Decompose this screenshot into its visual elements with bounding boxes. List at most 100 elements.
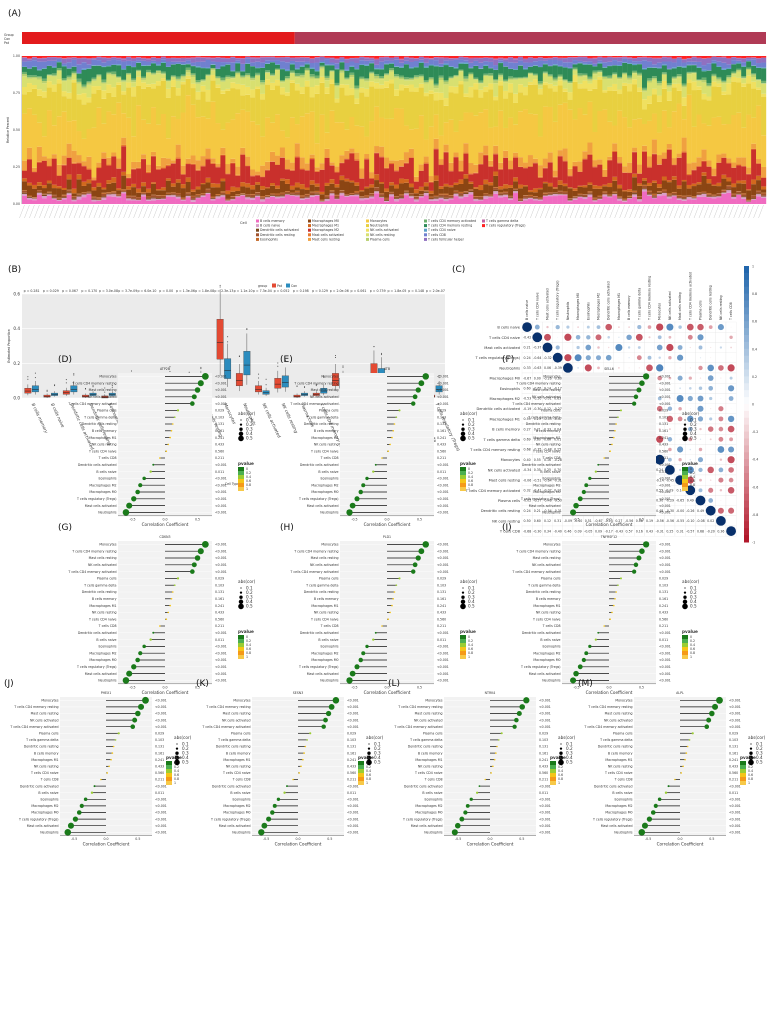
a-bar-segment xyxy=(220,155,226,179)
c-dot xyxy=(727,487,735,494)
a-bar-segment xyxy=(522,77,529,79)
a-bar-segment xyxy=(716,80,722,84)
a-bar-segment xyxy=(240,56,246,59)
a-bar-segment xyxy=(141,57,147,59)
a-bar-segment xyxy=(26,159,33,183)
a-xtick xyxy=(148,204,154,219)
a-bar-segment xyxy=(562,91,568,103)
c-coef: -0.26 xyxy=(686,509,694,513)
a-bar-segment xyxy=(661,61,667,65)
a-bar-segment xyxy=(711,196,717,197)
a-bar-segment xyxy=(552,170,558,177)
a-bar-segment xyxy=(66,179,72,190)
a-bar-segment xyxy=(478,97,484,113)
a-bar-segment xyxy=(696,196,702,204)
a-bar-segment xyxy=(468,190,474,191)
a-bar-segment xyxy=(51,75,57,77)
a-bar-segment xyxy=(136,62,142,63)
a-bar-segment xyxy=(225,88,231,91)
a-bar-segment xyxy=(567,199,573,201)
a-bar-segment xyxy=(106,180,112,184)
c-scale-band xyxy=(744,479,749,488)
a-bar-segment xyxy=(210,57,216,59)
a-bar-segment xyxy=(180,200,186,204)
c-col-label: Neutrophils xyxy=(566,301,570,320)
a-bar-segment xyxy=(111,96,117,115)
a-bar-segment xyxy=(627,195,633,197)
a-bar-segment xyxy=(389,63,395,69)
a-bar-segment xyxy=(76,195,82,197)
c-dot xyxy=(636,355,642,361)
a-bar-segment xyxy=(498,110,504,163)
a-bar-segment xyxy=(403,193,410,196)
a-xtick xyxy=(624,204,630,219)
a-bar-segment xyxy=(413,66,419,68)
a-bar-segment xyxy=(36,76,43,78)
a-bar-segment xyxy=(146,198,152,200)
a-xtick xyxy=(555,204,561,219)
a-bar-segment xyxy=(711,81,717,87)
a-bar-segment xyxy=(398,84,405,91)
c-dot xyxy=(729,376,733,380)
a-bar-segment xyxy=(389,118,395,161)
a-bar-segment xyxy=(51,154,57,158)
c-dot xyxy=(668,356,672,360)
c-coef: -0.57 xyxy=(533,499,541,503)
a-bar-segment xyxy=(602,109,608,170)
a-bar-segment xyxy=(41,68,47,69)
a-bar-segment xyxy=(587,80,593,84)
a-bar-segment xyxy=(433,138,439,149)
a-bar-segment xyxy=(22,66,28,72)
a-bar-segment xyxy=(284,191,291,194)
a-bar-segment xyxy=(344,196,350,204)
a-bar-segment xyxy=(642,109,648,124)
a-bar-segment xyxy=(170,56,176,58)
a-bar-segment xyxy=(185,163,191,165)
b-legend-swatch xyxy=(286,283,290,288)
a-bar-segment xyxy=(195,189,201,195)
a-bar-segment xyxy=(721,157,727,175)
a-bar-segment xyxy=(106,60,112,66)
a-bar-segment xyxy=(101,66,107,68)
a-xtick xyxy=(703,204,710,219)
a-bar-segment xyxy=(676,56,682,58)
a-bar-segment xyxy=(726,192,732,204)
a-bar-segment xyxy=(597,71,603,73)
c-coef: 0.55 xyxy=(656,489,663,493)
a-bar-segment xyxy=(532,198,539,199)
a-bar-segment xyxy=(646,185,653,191)
a-bar-segment xyxy=(478,185,484,191)
a-bar-segment xyxy=(711,73,717,76)
c-coef: -0.19 xyxy=(523,407,531,411)
c-scale-band xyxy=(744,473,749,481)
c-scale-tick: -0.4 xyxy=(752,458,758,462)
a-bar-segment xyxy=(86,97,92,103)
a-bar-segment xyxy=(642,145,648,151)
a-bar-segment xyxy=(651,56,658,58)
a-bar-segment xyxy=(761,135,767,167)
a-bar-segment xyxy=(374,190,380,192)
c-col-label: T cells CD4 memory resting xyxy=(648,276,652,321)
a-bar-segment xyxy=(632,56,638,58)
a-bar-segment xyxy=(463,81,469,94)
lollipop-dot xyxy=(412,394,418,400)
a-bar-segment xyxy=(61,65,67,67)
a-bar-segment xyxy=(245,166,251,184)
a-bar-segment xyxy=(726,64,732,68)
a-bar-segment xyxy=(384,74,390,76)
lollipop-pvalue: <0.001 xyxy=(437,395,449,399)
a-xtick xyxy=(520,204,526,219)
a-bar-segment xyxy=(349,77,355,89)
a-bar-segment xyxy=(503,66,509,80)
a-bar-segment xyxy=(453,75,459,77)
a-bar-segment xyxy=(255,124,261,172)
group-bar-pat xyxy=(294,32,766,44)
a-bar-segment xyxy=(165,193,171,195)
a-bar-segment xyxy=(170,61,176,65)
a-bar-segment xyxy=(478,196,484,199)
a-xtick xyxy=(331,204,338,219)
a-legend-label: T cells follicular helper xyxy=(427,237,465,241)
c-coef: -0.37 xyxy=(533,346,541,350)
a-bar-segment xyxy=(493,59,499,66)
c-dot xyxy=(677,416,683,422)
